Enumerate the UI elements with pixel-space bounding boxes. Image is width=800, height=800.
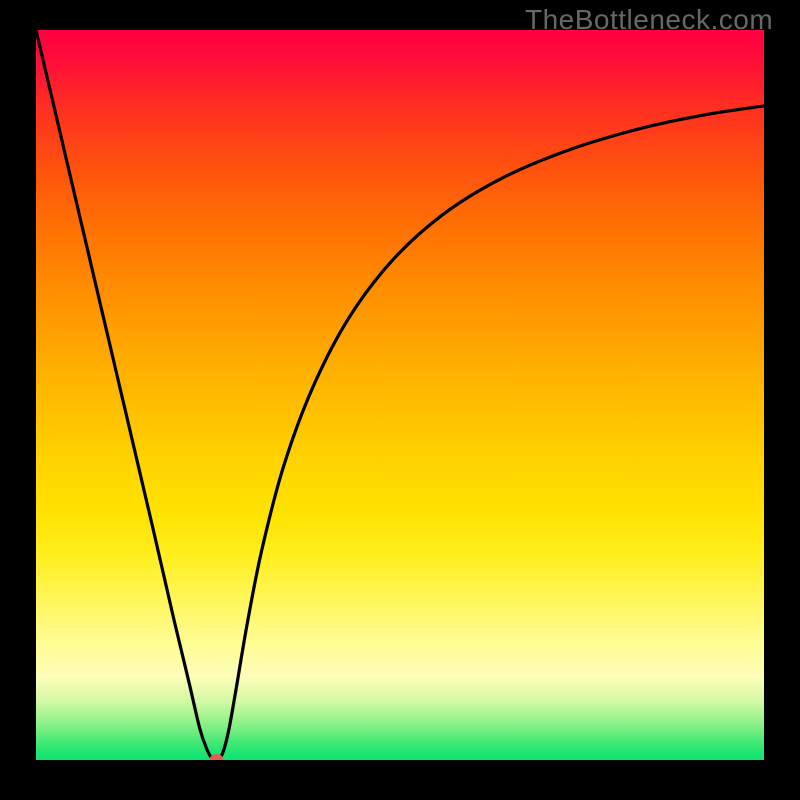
bottleneck-curve: [36, 30, 764, 760]
watermark-text: TheBottleneck.com: [525, 4, 773, 36]
chart-container: TheBottleneck.com: [0, 0, 800, 800]
curve-layer: [36, 30, 764, 760]
plot-area: [36, 30, 764, 760]
